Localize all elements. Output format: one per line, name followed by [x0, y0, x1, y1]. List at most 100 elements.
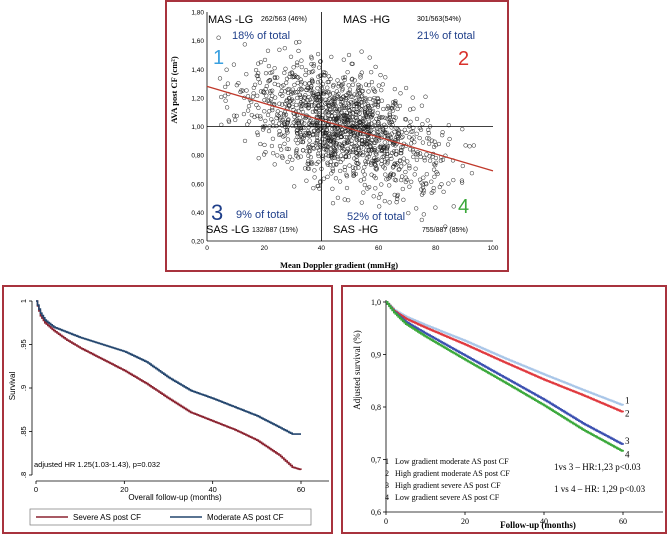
adjusted-survival-panel: 0 20 40 60 0,6 0,7 0,8 0,9 1,0 1 2 3 4 Follow-up (…	[341, 285, 667, 534]
scatter-point	[306, 159, 311, 164]
scatter-point	[389, 106, 394, 111]
scatter-point	[345, 138, 350, 143]
scatter-point	[334, 133, 339, 138]
scatter-point	[311, 145, 316, 150]
y-tick-label: .85	[19, 426, 28, 436]
q1-label: MAS -LG	[208, 14, 253, 26]
scatter-point	[360, 121, 365, 127]
scatter-point	[399, 145, 404, 150]
scatter-point	[326, 100, 331, 106]
scatter-point	[334, 149, 339, 154]
scatter-point	[254, 102, 259, 108]
scatter-point	[367, 55, 372, 60]
scatter-point	[290, 157, 295, 162]
scatter-point	[261, 90, 266, 95]
y-tick-label: 0,9	[371, 351, 381, 360]
scatter-point	[325, 148, 330, 153]
scatter-point	[310, 109, 316, 115]
scatter-point	[268, 89, 273, 94]
scatter-point	[395, 106, 400, 112]
scatter-point	[363, 82, 369, 87]
scatter-point	[322, 73, 327, 78]
scatter-point	[420, 140, 426, 145]
scatter-point	[258, 141, 263, 147]
scatter-point	[403, 116, 408, 122]
scatter-point	[293, 118, 298, 124]
scatter-point	[353, 119, 358, 124]
x-tick-label: 60	[375, 245, 383, 252]
scatter-point	[314, 141, 320, 146]
scatter-point	[345, 91, 351, 96]
scatter-point	[240, 88, 245, 93]
x-tick-label: 40	[208, 485, 216, 494]
scatter-point	[312, 175, 317, 180]
scatter-point	[403, 175, 408, 180]
scatter-point	[309, 99, 314, 104]
scatter-point	[305, 103, 311, 108]
scatter-point	[318, 98, 323, 103]
scatter-point	[433, 155, 439, 161]
scatter-point	[330, 168, 336, 174]
scatter-point	[282, 46, 287, 51]
scatter-point	[311, 62, 316, 67]
scatter-point	[291, 65, 296, 70]
scatter-point	[376, 130, 381, 135]
scatter-point	[224, 105, 230, 110]
moderate-as-curve	[36, 300, 301, 435]
scatter-point	[366, 129, 372, 134]
scatter-point	[337, 179, 343, 184]
scatter-point	[340, 157, 345, 162]
scatter-point	[296, 48, 301, 54]
scatter-point	[432, 163, 438, 168]
scatter-point	[316, 153, 321, 159]
scatter-point	[355, 161, 360, 166]
scatter-point	[272, 81, 277, 87]
scatter-point	[424, 152, 429, 157]
scatter-point	[374, 128, 380, 133]
scatter-point	[252, 82, 258, 87]
scatter-point	[265, 112, 271, 118]
scatter-point	[318, 73, 323, 78]
scatter-point	[406, 210, 411, 216]
scatter-point	[335, 195, 341, 200]
y-tick-label: 0,7	[371, 456, 381, 465]
scatter-point	[267, 109, 272, 114]
scatter-point	[318, 180, 323, 185]
scatter-point	[342, 77, 347, 83]
scatter-point	[425, 136, 430, 141]
scatter-point	[378, 144, 383, 150]
scatter-point	[356, 145, 362, 151]
scatter-point	[334, 161, 339, 167]
scatter-point	[262, 90, 267, 96]
curve-end-label: 2	[625, 408, 630, 418]
scatter-point	[433, 160, 439, 165]
scatter-point	[364, 110, 370, 116]
x-tick-labels: 0 20 40 60	[384, 512, 627, 526]
scatter-point	[374, 138, 379, 144]
scatter-point	[304, 87, 309, 93]
scatter-point	[437, 184, 442, 190]
scatter-point	[311, 146, 317, 151]
x-tick-labels: 0 20 40 60 80 100	[205, 245, 499, 252]
scatter-point	[281, 121, 286, 126]
scatter-point	[427, 154, 432, 159]
scatter-point	[279, 88, 284, 94]
scatter-point	[294, 113, 300, 118]
scatter-point	[440, 133, 445, 138]
y-tick-label: 1,40	[191, 67, 204, 74]
scatter-point	[262, 57, 268, 63]
scatter-point	[387, 173, 392, 178]
scatter-point	[436, 141, 442, 147]
scatter-point	[306, 102, 312, 108]
y-tick-label: 0,80	[191, 153, 204, 160]
scatter-point	[338, 168, 343, 174]
scatter-point	[286, 146, 291, 152]
scatter-point	[310, 69, 316, 74]
scatter-point	[338, 159, 343, 165]
scatter-point	[446, 123, 451, 128]
scatter-point	[381, 127, 386, 132]
q4-share: 52% of total	[347, 211, 405, 223]
scatter-point	[434, 170, 439, 175]
scatter-point	[302, 121, 307, 126]
scatter-point	[264, 93, 269, 98]
